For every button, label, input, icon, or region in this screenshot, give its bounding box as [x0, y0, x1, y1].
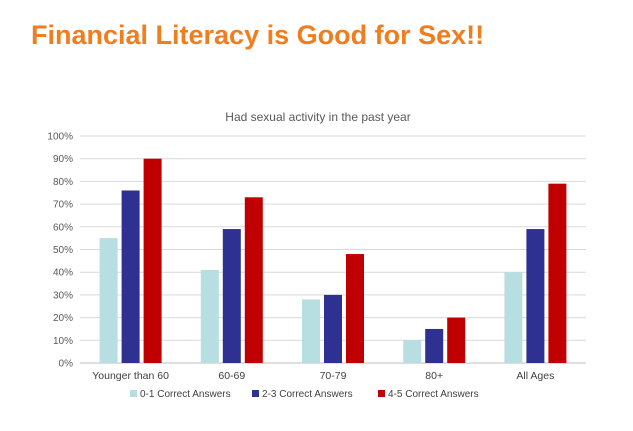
y-axis-ticks: 0% 10% 20% 30% 40% 50% 60% 70% 80% 90% 100%	[47, 132, 73, 370]
bar-1-2	[200, 269, 219, 363]
x-tick-label: 80+	[425, 370, 443, 382]
x-tick-label: 60-69	[218, 370, 245, 382]
bar-1-3	[302, 299, 320, 363]
bar-2-1	[121, 190, 140, 363]
x-tick-label: Younger than 60	[92, 370, 169, 382]
legend-label: 2-3 Correct Answers	[262, 389, 353, 400]
x-tick-label: 70-79	[320, 370, 347, 382]
bar-2-5	[526, 229, 545, 363]
bar-2-2	[222, 229, 241, 363]
legend: 0-1 Correct Answers 2-3 Correct Answers 4-…	[130, 389, 479, 400]
x-tick-label: All Ages	[516, 370, 554, 382]
bar-2-4	[425, 328, 444, 363]
y-tick-label: 80%	[53, 177, 73, 188]
x-axis-ticks: Younger than 60 60-69 70-79 80+ All Ages	[92, 370, 554, 382]
bar-2-3	[324, 294, 342, 363]
bar-3-5	[548, 183, 567, 363]
bar-1-1	[99, 238, 118, 363]
bars	[99, 158, 567, 363]
chart-title: Had sexual activity in the past year	[225, 110, 410, 124]
bar-1-5	[504, 272, 523, 363]
legend-label: 0-1 Correct Answers	[140, 389, 231, 400]
bar-3-3	[346, 254, 364, 363]
y-tick-label: 0%	[59, 359, 74, 370]
legend-swatch	[130, 390, 137, 397]
y-tick-label: 100%	[47, 132, 73, 143]
y-tick-label: 20%	[53, 313, 73, 324]
slide-title: Financial Literacy is Good for Sex!!	[31, 20, 485, 50]
y-tick-label: 50%	[53, 245, 73, 256]
bar-3-2	[244, 197, 263, 363]
y-tick-label: 60%	[53, 222, 73, 233]
y-tick-label: 70%	[53, 200, 73, 211]
legend-swatch	[378, 390, 385, 397]
y-tick-label: 30%	[53, 290, 73, 301]
bar-3-4	[447, 317, 466, 363]
bar-1-4	[403, 340, 422, 363]
legend-label: 4-5 Correct Answers	[388, 389, 479, 400]
y-tick-label: 40%	[53, 268, 73, 279]
y-tick-label: 90%	[53, 154, 73, 165]
y-tick-label: 10%	[53, 336, 73, 347]
bar-3-1	[143, 158, 162, 363]
legend-swatch	[252, 390, 259, 397]
